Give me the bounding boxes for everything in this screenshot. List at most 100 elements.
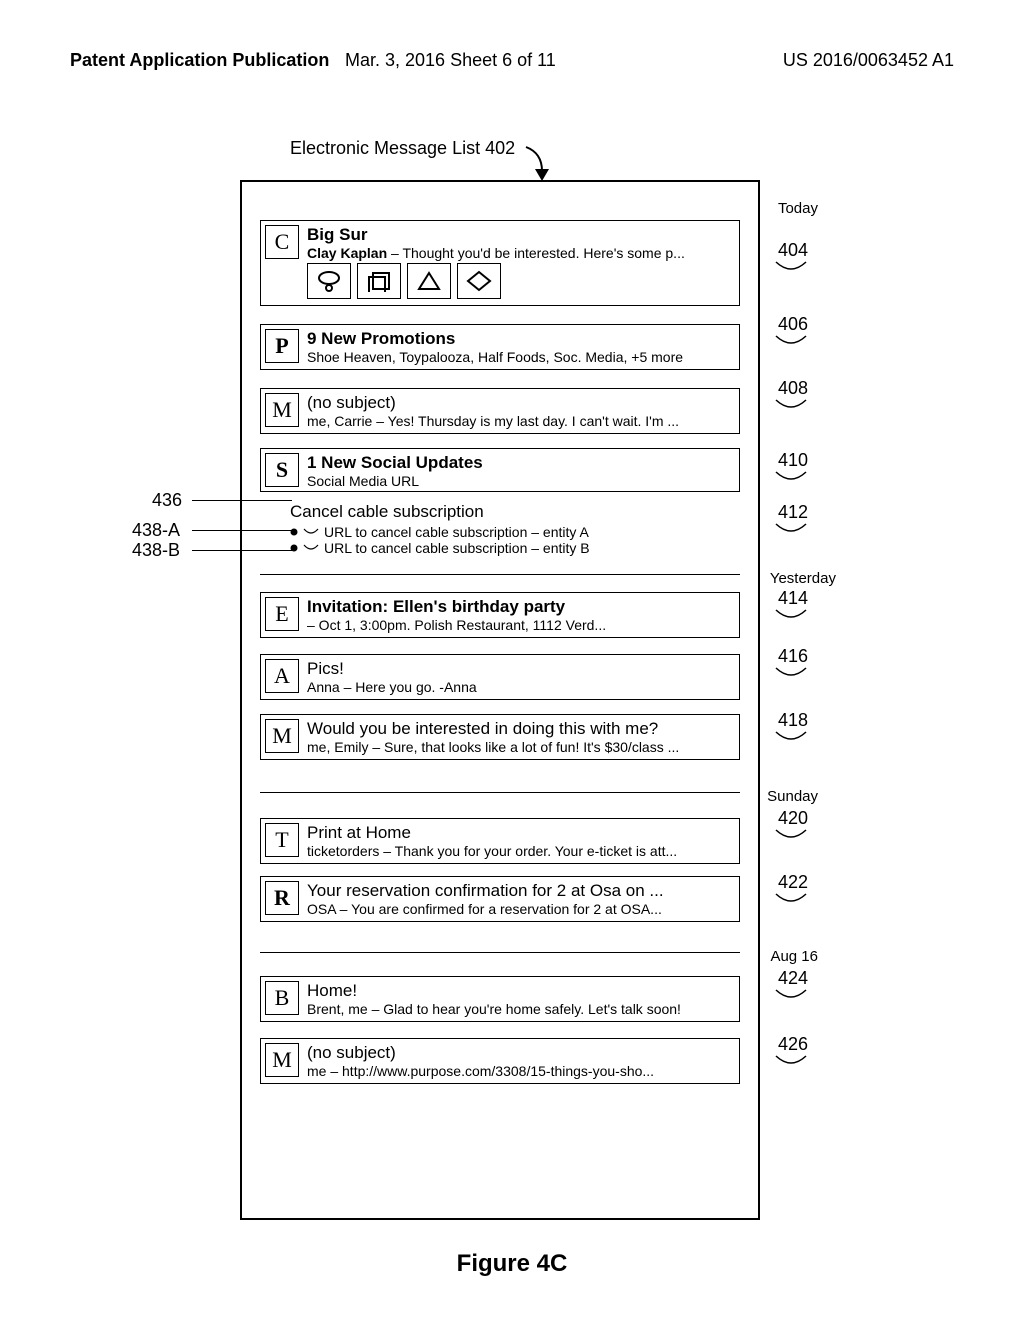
divider [260, 574, 740, 575]
preview: me, Emily – Sure, that looks like a lot … [307, 739, 735, 756]
task-title: Cancel cable subscription [290, 502, 740, 522]
date-yesterday: Yesterday [770, 570, 836, 587]
attachment-2[interactable] [357, 263, 401, 299]
header-right: US 2016/0063452 A1 [783, 50, 954, 71]
arc-icon [774, 334, 808, 348]
message-422[interactable]: R Your reservation confirmation for 2 at… [260, 876, 740, 922]
triangle-icon [416, 270, 442, 292]
arc-icon [774, 892, 808, 906]
message-list-panel: Today C Big Sur Clay Kaplan – Thought yo… [240, 180, 760, 1220]
subject: (no subject) [307, 1043, 735, 1063]
subject: 1 New Social Updates [307, 453, 735, 473]
arc-icon [774, 988, 808, 1002]
subject: Print at Home [307, 823, 735, 843]
divider [260, 952, 740, 953]
callout-438a: 438-A [132, 520, 180, 541]
callout-408: 408 [778, 378, 808, 399]
message-408[interactable]: M (no subject) me, Carrie – Yes! Thursda… [260, 388, 740, 434]
avatar-m: M [265, 719, 299, 753]
attachment-1[interactable] [307, 263, 351, 299]
callout-422: 422 [778, 872, 808, 893]
leader-line [192, 500, 292, 501]
callout-406: 406 [778, 314, 808, 335]
message-404[interactable]: C Big Sur Clay Kaplan – Thought you'd be… [260, 220, 740, 306]
avatar-e: E [265, 597, 299, 631]
avatar-t: T [265, 823, 299, 857]
message-414[interactable]: E Invitation: Ellen's birthday party – O… [260, 592, 740, 638]
avatar-r: R [265, 881, 299, 915]
preview: Brent, me – Glad to hear you're home saf… [307, 1001, 735, 1018]
arc-icon [774, 1054, 808, 1068]
callout-404: 404 [778, 240, 808, 261]
message-406[interactable]: P 9 New Promotions Shoe Heaven, Toypaloo… [260, 324, 740, 370]
preview: Clay Kaplan – Thought you'd be intereste… [307, 245, 735, 262]
date-aug16: Aug 16 [770, 948, 818, 965]
header-left: Patent Application Publication [70, 50, 329, 71]
arc-icon [774, 522, 808, 536]
message-418[interactable]: M Would you be interested in doing this … [260, 714, 740, 760]
arc-icon [774, 666, 808, 680]
list-title: Electronic Message List 402 [290, 138, 515, 159]
avatar-b: B [265, 981, 299, 1015]
date-sunday: Sunday [767, 788, 818, 805]
subject: Invitation: Ellen's birthday party [307, 597, 735, 617]
callout-418: 418 [778, 710, 808, 731]
message-424[interactable]: B Home! Brent, me – Glad to hear you're … [260, 976, 740, 1022]
preview: ticketorders – Thank you for your order.… [307, 843, 735, 860]
subject: Pics! [307, 659, 735, 679]
task-link-a[interactable]: URL to cancel cable subscription – entit… [324, 524, 589, 540]
arc-icon [774, 828, 808, 842]
subject: Big Sur [307, 225, 735, 245]
task-412[interactable]: Cancel cable subscription URL to cancel … [260, 502, 740, 562]
message-410[interactable]: S 1 New Social Updates Social Media URL [260, 448, 740, 492]
photo-icon [316, 270, 342, 292]
message-426[interactable]: M (no subject) me – http://www.purpose.c… [260, 1038, 740, 1084]
subject: Home! [307, 981, 735, 1001]
arc-icon [302, 527, 320, 537]
callout-412: 412 [778, 502, 808, 523]
avatar-a: A [265, 659, 299, 693]
preview: Social Media URL [307, 473, 735, 490]
preview: Shoe Heaven, Toypalooza, Half Foods, Soc… [307, 349, 735, 366]
square-icon [366, 270, 392, 292]
callout-424: 424 [778, 968, 808, 989]
arc-icon [774, 260, 808, 274]
arc-icon [774, 398, 808, 412]
subject: Would you be interested in doing this wi… [307, 719, 735, 739]
avatar-c: C [265, 225, 299, 259]
preview: me – http://www.purpose.com/3308/15-thin… [307, 1063, 735, 1080]
divider [260, 792, 740, 793]
arc-icon [302, 543, 320, 553]
preview: Anna – Here you go. -Anna [307, 679, 735, 696]
header-center: Mar. 3, 2016 Sheet 6 of 11 [345, 50, 556, 71]
leader-line [192, 550, 292, 551]
callout-426: 426 [778, 1034, 808, 1055]
callout-436: 436 [152, 490, 182, 511]
diamond-icon [466, 270, 492, 292]
subject: 9 New Promotions [307, 329, 735, 349]
subject: (no subject) [307, 393, 735, 413]
arc-icon [774, 470, 808, 484]
avatar-m: M [265, 1043, 299, 1077]
avatar-p: P [265, 329, 299, 363]
arrow-down-icon [522, 143, 562, 183]
callout-410: 410 [778, 450, 808, 471]
date-today: Today [778, 200, 818, 217]
figure-caption: Figure 4C [0, 1250, 1024, 1278]
preview: – Oct 1, 3:00pm. Polish Restaurant, 1112… [307, 617, 735, 634]
attachment-4[interactable] [457, 263, 501, 299]
avatar-m: M [265, 393, 299, 427]
attachments-row [307, 263, 501, 299]
subject: Your reservation confirmation for 2 at O… [307, 881, 735, 901]
callout-416: 416 [778, 646, 808, 667]
message-416[interactable]: A Pics! Anna – Here you go. -Anna [260, 654, 740, 700]
message-420[interactable]: T Print at Home ticketorders – Thank you… [260, 818, 740, 864]
task-link-b[interactable]: URL to cancel cable subscription – entit… [324, 540, 590, 556]
leader-line [192, 530, 292, 531]
arc-icon [774, 730, 808, 744]
attachment-3[interactable] [407, 263, 451, 299]
callout-420: 420 [778, 808, 808, 829]
preview: OSA – You are confirmed for a reservatio… [307, 901, 735, 918]
avatar-s: S [265, 453, 299, 487]
callout-414: 414 [778, 588, 808, 609]
